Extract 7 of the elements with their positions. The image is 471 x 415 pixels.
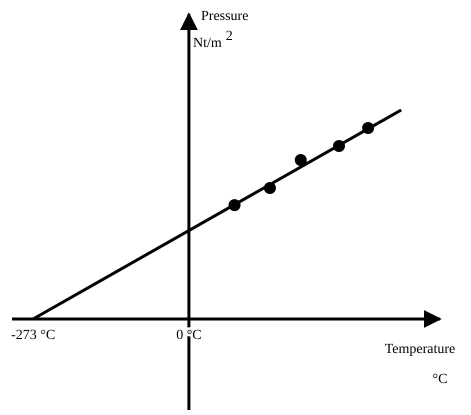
point: [362, 122, 374, 134]
x-axis-title: Temperature °C: [384, 342, 456, 387]
point: [264, 182, 276, 194]
point: [294, 154, 307, 166]
point: [332, 140, 345, 152]
point: [228, 199, 241, 212]
x-tick-label: -273 °C: [11, 328, 56, 343]
